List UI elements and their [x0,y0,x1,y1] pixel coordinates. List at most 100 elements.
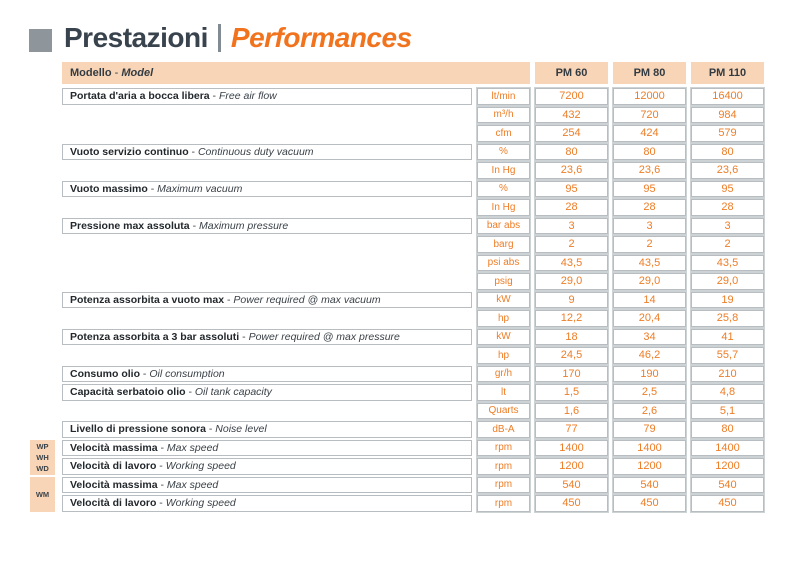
value-cell: 23,6 [691,162,764,179]
value-cell: 23,6 [535,162,608,179]
value-cell: 3 [613,217,686,234]
column-header-pm80: PM 80 [613,62,686,84]
unit-cell: kW [477,291,530,308]
table-body: Portata d'aria a bocca libera - Free air… [62,87,765,513]
label-separator: - [224,293,234,306]
value-cell: 450 [535,495,608,512]
value-cell: 450 [691,495,764,512]
badge-line: WH [36,452,49,462]
row-label-en: Maximum vacuum [157,182,243,195]
row-label-it: Vuoto servizio continuo [70,145,189,158]
row-label-en: Max speed [166,478,219,491]
value-cell: 55,7 [691,347,764,364]
value-cell: 95 [691,180,764,197]
value-cell: 46,2 [613,347,686,364]
column-header-pm110: PM 110 [691,62,764,84]
row-label-en: Oil consumption [149,367,225,380]
unit-cell: bar abs [477,217,530,234]
model-group-badge-wp-wh-wd: WP WH WD [30,439,55,475]
value-cell: 12,2 [535,310,608,327]
row-label-it: Portata d'aria a bocca libera [70,90,210,103]
row-label: Portata d'aria a bocca libera - Free air… [62,88,472,105]
row-label-it: Velocità di lavoro [70,497,157,510]
row-label: Vuoto massimo - Maximum vacuum [62,180,472,197]
value-cell: 29,0 [691,273,764,290]
row-label: Velocità massima - Max speed [62,476,472,493]
column-header-pm60: PM 60 [535,62,608,84]
unit-cell: psi abs [477,254,530,271]
row-label: Capacità serbatoio olio - Oil tank capac… [62,384,472,401]
row-label-en: Oil tank capacity [194,386,272,399]
label-separator: - [111,67,122,79]
value-cell: 9 [535,291,608,308]
label-separator: - [147,182,158,195]
value-cell: 1200 [691,458,764,475]
label-separator: - [156,497,166,510]
row-label-it: Livello di pressione sonora [70,423,206,436]
value-cell: 450 [613,495,686,512]
page-title: Prestazioni Performances [64,22,412,54]
unit-cell: In Hg [477,162,530,179]
unit-cell: lt/min [477,88,530,105]
value-cell: 1400 [535,439,608,456]
logo-square-icon [29,29,52,52]
label-separator: - [188,145,198,158]
unit-cell: Quarts [477,402,530,419]
value-cell: 41 [691,328,764,345]
label-separator: - [205,423,216,436]
value-cell: 29,0 [535,273,608,290]
value-cell: 80 [613,143,686,160]
unit-cell: rpm [477,476,530,493]
row-label-it: Velocità massima [70,441,158,454]
value-cell: 1400 [613,439,686,456]
unit-cell: m³/h [477,106,530,123]
page-title-english: Performances [230,22,412,53]
row-label-en: Power required @ max pressure [248,330,400,343]
value-cell: 2 [535,236,608,253]
title-separator-bar [217,24,221,52]
unit-cell: In Hg [477,199,530,216]
value-cell: 432 [535,106,608,123]
label-separator: - [189,219,199,232]
value-cell: 43,5 [535,254,608,271]
row-label-it: Potenza assorbita a 3 bar assoluti [70,330,240,343]
model-header-cell: Modello - Model [62,62,530,84]
row-label: Pressione max assoluta - Maximum pressur… [62,217,472,234]
model-label-it: Modello [70,67,112,79]
unit-cell: hp [477,347,530,364]
unit-cell: kW [477,328,530,345]
label-separator: - [140,367,150,380]
model-label-en: Model [121,67,154,79]
value-cell: 12000 [613,88,686,105]
value-cell: 540 [691,476,764,493]
value-cell: 80 [535,143,608,160]
value-cell: 24,5 [535,347,608,364]
value-cell: 254 [535,125,608,142]
value-cell: 43,5 [613,254,686,271]
row-label-en: Max speed [166,441,219,454]
row-label-en: Working speed [165,460,236,473]
value-cell: 170 [535,365,608,382]
value-cell: 5,1 [691,402,764,419]
value-cell: 1200 [535,458,608,475]
value-cell: 210 [691,365,764,382]
row-label-it: Velocità di lavoro [70,460,157,473]
row-label: Potenza assorbita a 3 bar assoluti - Pow… [62,328,472,345]
value-cell: 95 [613,180,686,197]
label-separator: - [239,330,249,343]
performance-table: Modello - Model PM 60 PM 80 PM 110 Porta… [62,62,765,513]
row-label-it: Velocità massima [70,478,158,491]
value-cell: 28 [535,199,608,216]
row-label: Velocità di lavoro - Working speed [62,458,472,475]
label-separator: - [157,441,167,454]
row-label-it: Potenza assorbita a vuoto max [70,293,225,306]
value-cell: 720 [613,106,686,123]
value-cell: 28 [613,199,686,216]
value-cell: 3 [535,217,608,234]
row-label-en: Noise level [215,423,267,436]
value-cell: 540 [613,476,686,493]
label-separator: - [157,478,167,491]
row-label-en: Free air flow [218,90,277,103]
unit-cell: % [477,180,530,197]
page-title-italian: Prestazioni [64,22,208,53]
